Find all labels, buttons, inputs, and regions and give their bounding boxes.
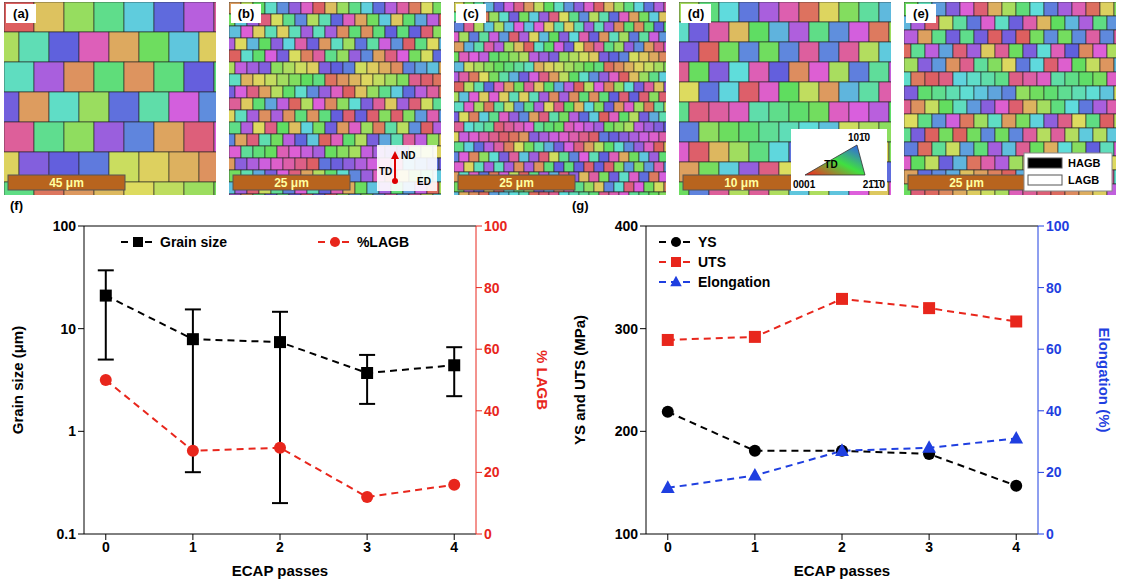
html-text:(f): (f)	[10, 198, 23, 213]
svg-text:0: 0	[664, 539, 672, 555]
svg-text:21̄1̄0: 21̄1̄0	[863, 179, 886, 190]
svg-text:0001: 0001	[793, 179, 816, 190]
svg-text:0.1: 0.1	[57, 526, 77, 542]
svg-text:25 μm: 25 μm	[274, 176, 309, 190]
svg-text:ED: ED	[417, 176, 431, 187]
svg-text:200: 200	[615, 423, 639, 439]
svg-text:0: 0	[484, 526, 492, 542]
svg-text:400: 400	[615, 218, 639, 234]
html-text:UTS: UTS	[698, 254, 726, 270]
svg-text:0: 0	[1046, 526, 1054, 542]
svg-text:4: 4	[450, 539, 458, 555]
html-text:(g): (g)	[572, 198, 589, 213]
svg-text:2: 2	[838, 539, 846, 555]
svg-text:HAGB: HAGB	[1068, 157, 1100, 169]
svg-text:100: 100	[615, 526, 639, 542]
svg-text:(a): (a)	[13, 6, 29, 21]
svg-text:45 μm: 45 μm	[49, 176, 84, 190]
svg-text:100: 100	[484, 218, 508, 234]
svg-text:25 μm: 25 μm	[949, 176, 984, 190]
svg-text:60: 60	[484, 341, 500, 357]
svg-text:3: 3	[925, 539, 933, 555]
svg-text:3: 3	[363, 539, 371, 555]
svg-text:0: 0	[102, 539, 110, 555]
html-text:Elongation: Elongation	[698, 274, 771, 290]
svg-text:101̄0: 101̄0	[848, 132, 871, 143]
svg-text:40: 40	[1046, 403, 1062, 419]
svg-text:(c): (c)	[463, 6, 479, 21]
svg-text:ND: ND	[401, 150, 415, 161]
svg-text:80: 80	[484, 280, 500, 296]
svg-text:1: 1	[68, 423, 76, 439]
html-text:YS: YS	[698, 234, 717, 250]
svg-text:YS and UTS (MPa): YS and UTS (MPa)	[571, 315, 588, 445]
svg-text:2: 2	[276, 539, 284, 555]
svg-text:300: 300	[615, 321, 639, 337]
svg-text:(e): (e)	[913, 6, 929, 21]
svg-text:60: 60	[1046, 341, 1062, 357]
svg-text:TD: TD	[379, 166, 392, 177]
svg-text:1: 1	[189, 539, 197, 555]
svg-text:25 μm: 25 μm	[499, 176, 534, 190]
svg-text:Elongation (%): Elongation (%)	[1096, 328, 1113, 433]
svg-text:100: 100	[53, 218, 77, 234]
svg-text:80: 80	[1046, 280, 1062, 296]
svg-text:TD: TD	[824, 159, 837, 170]
svg-text:ECAP passes: ECAP passes	[232, 562, 328, 579]
svg-text:(d): (d)	[688, 6, 705, 21]
svg-text:LAGB: LAGB	[1068, 174, 1099, 186]
svg-text:100: 100	[1046, 218, 1070, 234]
svg-text:20: 20	[1046, 464, 1062, 480]
svg-text:Grain size (μm): Grain size (μm)	[9, 326, 26, 434]
html-text:%LAGB: %LAGB	[356, 234, 409, 250]
html-text:Grain size: Grain size	[160, 234, 227, 250]
svg-text:% LAGB: % LAGB	[534, 350, 551, 410]
svg-text:20: 20	[484, 464, 500, 480]
svg-text:40: 40	[484, 403, 500, 419]
svg-text:(b): (b)	[238, 6, 255, 21]
svg-text:10 μm: 10 μm	[724, 176, 759, 190]
svg-text:ECAP passes: ECAP passes	[794, 562, 890, 579]
svg-text:10: 10	[60, 321, 76, 337]
svg-text:1: 1	[751, 539, 759, 555]
svg-text:4: 4	[1012, 539, 1020, 555]
